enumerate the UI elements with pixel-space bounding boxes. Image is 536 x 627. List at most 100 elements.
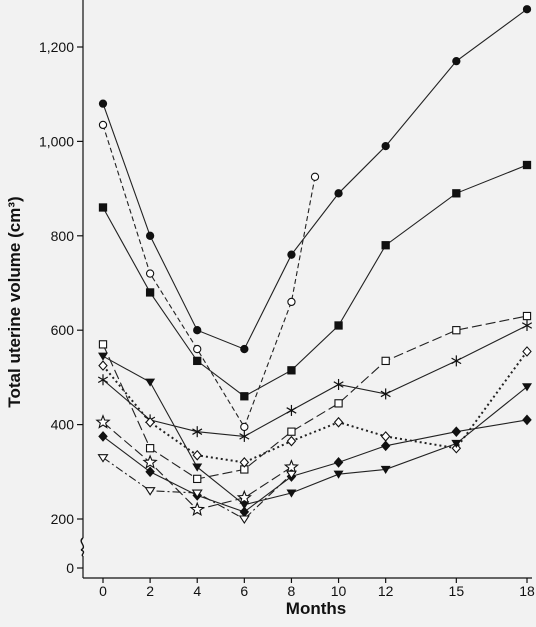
point-marker xyxy=(287,427,296,436)
point-marker xyxy=(310,172,320,181)
series-line xyxy=(102,419,528,513)
point-marker xyxy=(287,297,296,307)
series-10 xyxy=(97,454,297,525)
point-marker xyxy=(238,515,250,525)
y-tick-label: 1,000 xyxy=(39,133,74,149)
x-tick-label: 2 xyxy=(146,583,154,599)
point-marker xyxy=(193,356,202,366)
ticks: 0 200 400 600 800 1,000 1,200 0 2 4 6 8 10 12 15 18 xyxy=(39,39,535,599)
point-marker xyxy=(522,346,532,357)
asterisk-stroke xyxy=(239,433,250,440)
point-marker xyxy=(236,489,252,505)
point-marker xyxy=(145,269,155,278)
point-marker xyxy=(239,430,250,442)
series-line xyxy=(102,325,528,437)
point-marker xyxy=(522,160,532,170)
x-tick-label: 12 xyxy=(378,583,394,599)
point-marker xyxy=(189,501,205,517)
series-line xyxy=(102,315,528,480)
point-marker xyxy=(452,57,461,66)
point-marker xyxy=(192,449,202,461)
point-marker xyxy=(334,399,343,408)
point-marker xyxy=(145,466,155,478)
asterisk-stroke xyxy=(97,376,109,384)
point-marker xyxy=(333,457,344,468)
point-marker xyxy=(381,356,390,366)
point-marker xyxy=(287,250,296,259)
point-marker xyxy=(380,388,391,400)
point-marker xyxy=(145,288,155,297)
point-marker xyxy=(98,203,108,212)
y-tick-label: 200 xyxy=(51,511,75,527)
point-marker xyxy=(381,241,390,250)
point-marker xyxy=(97,454,109,463)
asterisk-stroke xyxy=(192,428,203,435)
point-marker xyxy=(286,489,297,498)
point-marker xyxy=(522,414,532,426)
series-8 xyxy=(98,414,532,518)
point-marker xyxy=(521,319,533,331)
series-line xyxy=(102,164,528,397)
axes xyxy=(80,0,532,579)
point-marker xyxy=(98,340,108,349)
point-marker xyxy=(522,5,532,14)
x-tick-label: 15 xyxy=(449,583,465,599)
asterisk-stroke xyxy=(451,357,462,365)
series-line xyxy=(102,124,316,429)
y-axis-break-mark xyxy=(80,537,85,557)
point-marker xyxy=(142,454,158,469)
point-marker xyxy=(193,326,202,335)
point-marker xyxy=(239,506,250,518)
point-marker xyxy=(95,414,111,429)
series xyxy=(95,5,533,525)
series-3 xyxy=(98,160,532,401)
point-marker xyxy=(193,474,202,484)
asterisk-stroke xyxy=(286,407,297,414)
point-marker xyxy=(144,487,156,496)
point-marker xyxy=(145,231,155,240)
point-marker xyxy=(98,352,108,361)
series-2 xyxy=(98,120,320,432)
series-7 xyxy=(98,352,532,510)
point-marker xyxy=(522,383,532,392)
point-marker xyxy=(522,311,532,321)
point-marker xyxy=(451,355,462,367)
point-marker xyxy=(98,360,108,371)
y-tick-label: 400 xyxy=(51,417,75,433)
series-line xyxy=(102,350,528,464)
point-marker xyxy=(145,378,156,387)
x-tick-label: 18 xyxy=(519,583,535,599)
point-marker xyxy=(286,435,297,447)
point-marker xyxy=(191,489,203,499)
point-marker xyxy=(380,431,391,442)
asterisk-stroke xyxy=(380,390,391,398)
asterisk-stroke xyxy=(333,381,344,388)
point-marker xyxy=(451,442,462,454)
y-tick-label: 800 xyxy=(51,228,75,244)
point-marker xyxy=(240,344,249,354)
point-marker xyxy=(239,501,250,510)
point-marker xyxy=(333,378,344,390)
y-tick-label: 600 xyxy=(51,322,75,338)
point-marker xyxy=(145,416,155,428)
point-marker xyxy=(145,444,155,453)
point-marker xyxy=(192,426,203,438)
point-marker xyxy=(287,366,296,375)
point-marker xyxy=(285,470,297,480)
series-1 xyxy=(98,5,532,354)
point-marker xyxy=(98,120,108,130)
point-marker xyxy=(98,99,108,108)
point-marker xyxy=(239,457,250,468)
point-marker xyxy=(240,422,249,432)
series-4 xyxy=(98,311,532,484)
series-5 xyxy=(97,319,533,442)
point-marker xyxy=(452,189,461,198)
point-marker xyxy=(451,426,462,438)
point-marker xyxy=(240,392,249,401)
point-marker xyxy=(451,439,462,449)
point-marker xyxy=(98,431,108,442)
y-tick-label: 0 xyxy=(66,560,74,576)
point-marker xyxy=(334,321,343,330)
series-9 xyxy=(95,414,300,517)
